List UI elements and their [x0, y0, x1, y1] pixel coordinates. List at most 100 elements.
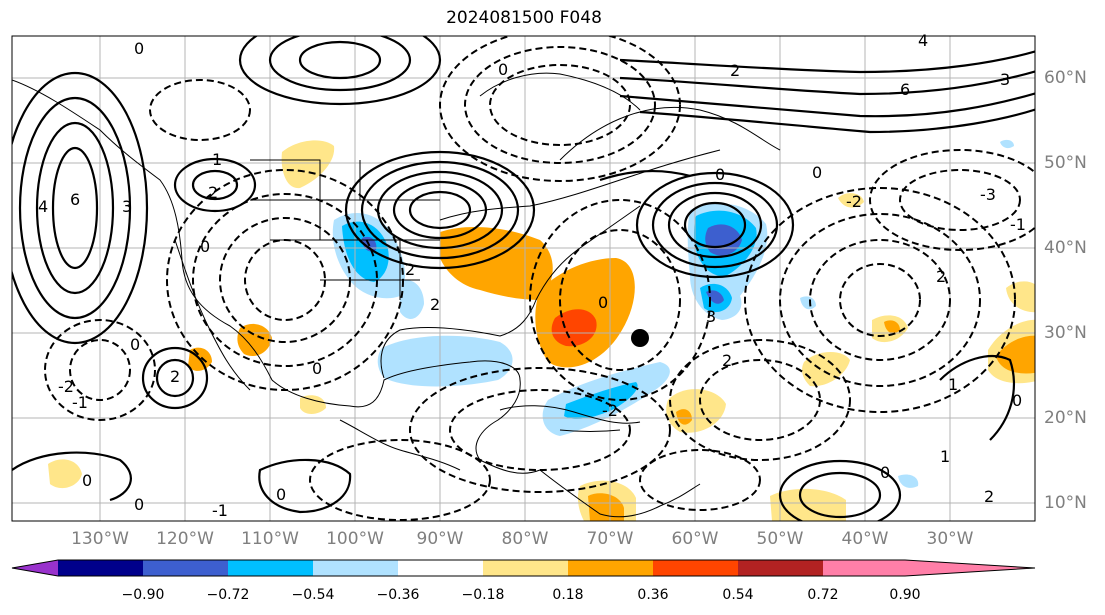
contour-label: 0	[598, 293, 608, 312]
contour-label: 3	[122, 197, 132, 216]
contour-label: 0	[312, 359, 322, 378]
shade-positive	[588, 493, 624, 521]
shade-positive	[300, 395, 326, 414]
contour-label: 2	[208, 183, 218, 202]
contour-label: 4	[918, 31, 928, 50]
colorbar-swatch	[738, 560, 823, 576]
shade-positive	[48, 459, 82, 489]
contour-label: -1	[72, 393, 88, 412]
colorbar-swatch	[228, 560, 313, 576]
colorbar	[11, 559, 1036, 577]
shade-positive	[281, 140, 335, 189]
colorbar-tick: −0.36	[376, 587, 420, 603]
colorbar-max-extend	[905, 560, 1035, 576]
lon-label: 110°W	[241, 529, 299, 549]
shade-negative	[898, 474, 919, 488]
colorbar-tick: −0.90	[121, 587, 165, 603]
storm-marker	[631, 329, 649, 347]
colorbar-swatch	[313, 560, 398, 576]
shade-negative	[342, 221, 389, 282]
negative-contours	[44, 36, 1035, 521]
contour-label: -1	[212, 501, 228, 520]
shade-positive	[237, 323, 272, 357]
shade-positive	[676, 409, 692, 425]
colorbar-swatch	[823, 560, 905, 576]
lat-label: 40°N	[1044, 238, 1087, 258]
lon-label: 70°W	[586, 529, 634, 549]
contour-label: 0	[880, 463, 890, 482]
shade-negative	[377, 335, 513, 387]
contour-label: 0	[200, 237, 210, 256]
contour-label: 3	[1000, 70, 1010, 89]
lon-label: 30°W	[926, 529, 974, 549]
contour-labels: 6 4 3 6 4 3 2 0 0 1 2 0 0 0 -2 -3 -1 2 3…	[38, 31, 1026, 520]
colorbar-swatch	[568, 560, 653, 576]
shade-positive	[1006, 281, 1035, 313]
shade-strong-positive	[551, 309, 597, 347]
contour-label: 0	[82, 471, 92, 490]
positive-contours	[12, 36, 1035, 521]
contour-label: -2	[846, 192, 862, 211]
contour-label: 4	[38, 197, 48, 216]
lat-label: 10°N	[1044, 493, 1087, 513]
contour-label: -2	[58, 377, 74, 396]
shade-positive	[884, 320, 900, 334]
contour-label: 2	[984, 487, 994, 506]
colorbar-swatch	[653, 560, 738, 576]
colorbar-swatch	[398, 560, 483, 576]
lon-label: 60°W	[671, 529, 719, 549]
contour-label: 0	[276, 485, 286, 504]
shade-positive	[838, 193, 864, 208]
shade-positive	[802, 351, 850, 387]
contour-label: 1	[212, 150, 222, 169]
contour-label: 6	[70, 190, 80, 209]
lat-label: 50°N	[1044, 153, 1087, 173]
contour-label: 0	[134, 39, 144, 58]
colorbar-swatch	[58, 560, 143, 576]
colorbar-tick: 0.18	[552, 587, 584, 603]
lon-label: 50°W	[756, 529, 804, 549]
colorbar-tick: −0.72	[206, 587, 250, 603]
lon-label: 100°W	[326, 529, 384, 549]
lon-label: 40°W	[841, 529, 889, 549]
colorbar-tick: −0.18	[461, 587, 505, 603]
colorbar-swatch	[483, 560, 568, 576]
contour-label: -1	[1010, 215, 1026, 234]
lat-label: 60°N	[1044, 68, 1087, 88]
contour-label: 2	[730, 61, 740, 80]
colorbar-tick: 0.36	[637, 587, 669, 603]
lon-label: 90°W	[416, 529, 464, 549]
map-title: 2024081500 F048	[446, 8, 602, 28]
colorbar-tick: 0.54	[722, 587, 754, 603]
contour-label: 2	[405, 260, 415, 279]
colorbar-swatch	[143, 560, 228, 576]
contour-label: -2	[602, 401, 618, 420]
contour-label: 0	[715, 165, 725, 184]
shade-positive	[996, 335, 1035, 374]
colorbar-tick: 0.90	[889, 587, 921, 603]
lon-label: 80°W	[501, 529, 549, 549]
contour-label: 1	[948, 375, 958, 394]
shade-negative	[1000, 139, 1014, 149]
shade-negative	[706, 290, 724, 304]
contour-label: 2	[722, 351, 732, 370]
contour-label: 1	[940, 447, 950, 466]
contour-label: 2	[170, 367, 180, 386]
lon-label: 120°W	[156, 529, 214, 549]
lat-label: 20°N	[1044, 408, 1087, 428]
contour-label: 2	[430, 295, 440, 314]
contour-label: -3	[980, 185, 996, 204]
contour-label: 2	[936, 267, 946, 286]
contour-label: 6	[900, 80, 910, 99]
shade-negative	[400, 280, 424, 319]
colorbar-tick: 0.72	[807, 587, 839, 603]
contour-label: 0	[130, 335, 140, 354]
colorbar-min-extend	[12, 560, 58, 576]
contour-label: 0	[812, 163, 822, 182]
colorbar-tick: −0.54	[291, 587, 335, 603]
shade-negative	[800, 296, 816, 310]
contour-label: 3	[706, 307, 716, 326]
lon-label: 130°W	[71, 529, 129, 549]
contour-label: 0	[498, 60, 508, 79]
